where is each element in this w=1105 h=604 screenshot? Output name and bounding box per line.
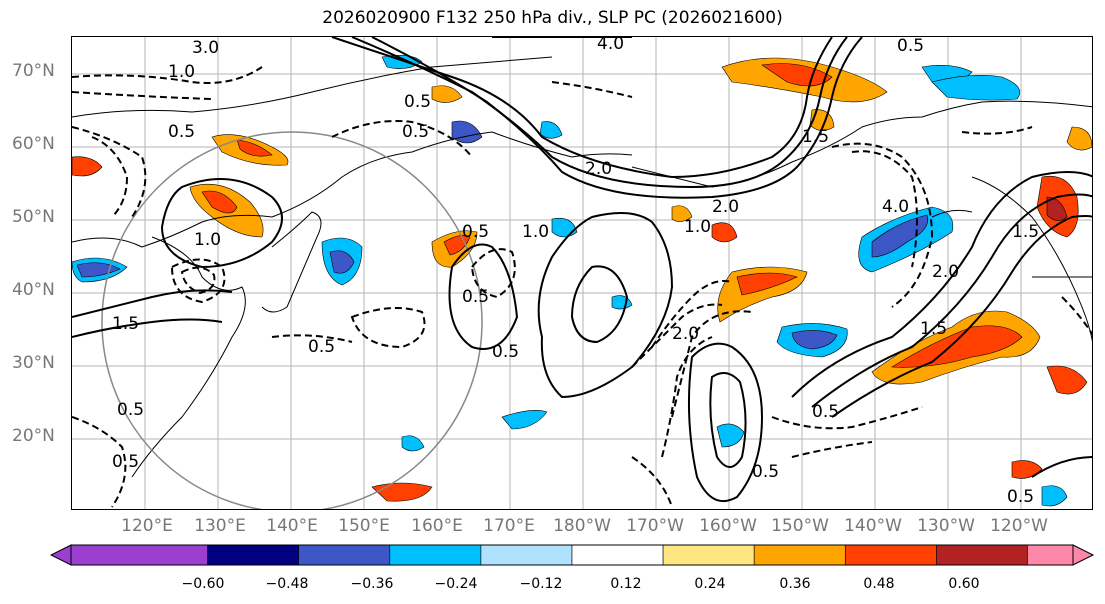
contour-label: 1.0	[168, 62, 195, 82]
colorbar-tick-label: 0.12	[610, 576, 642, 592]
colorbar-tick-label: −0.36	[350, 576, 394, 592]
lat-label-40n: 40°N	[12, 280, 55, 300]
lon-label: 120°W	[990, 516, 1048, 536]
contour-label: 2.0	[932, 262, 959, 282]
contour-label: 0.5	[308, 337, 335, 357]
lon-label: 130°W	[917, 516, 975, 536]
colorbar-extend-low	[50, 544, 72, 566]
contour-label: 1.5	[112, 314, 139, 334]
map-panel: 4.0 0.5 3.0 1.0 2.0 0.5 0.5 0.5 0.5 1.0 …	[71, 36, 1093, 510]
lat-label-20n: 20°N	[12, 426, 55, 446]
colorbar-tick-label: 0.36	[779, 576, 811, 592]
contour-label: 2.0	[712, 197, 739, 217]
colorbar-cell	[298, 544, 391, 566]
contour-label: 1.5	[802, 127, 829, 147]
lon-label: 140°W	[844, 516, 902, 536]
contour-label: 4.0	[882, 197, 909, 217]
contour-label-group: 4.0 0.5 3.0 1.0 2.0 0.5 0.5 0.5 0.5 1.0 …	[112, 37, 1039, 507]
lat-label-30n: 30°N	[12, 353, 55, 373]
colorbar-tick-label: 0.24	[694, 576, 726, 592]
lon-label: 130°E	[194, 516, 246, 536]
colorbar-cell	[662, 544, 755, 566]
colorbar	[50, 544, 1095, 566]
slp-positive-contours	[72, 37, 1092, 502]
colorbar-extend-high	[1072, 544, 1094, 566]
contour-label: 0.5	[404, 92, 431, 112]
contour-label: 0.5	[112, 452, 139, 472]
colorbar-tick-label: −0.48	[265, 576, 309, 592]
contour-label: 1.0	[684, 217, 711, 237]
lon-label: 180°W	[553, 516, 611, 536]
contour-label: 2.0	[585, 159, 612, 179]
colorbar-cell	[936, 544, 1028, 566]
contour-label: 0.5	[117, 400, 144, 420]
colorbar-tick-label: −0.24	[434, 576, 478, 592]
contour-label: 3.0	[192, 38, 219, 58]
colorbar-outline-right	[1072, 544, 1095, 566]
lat-label-70n: 70°N	[12, 61, 55, 81]
contour-label: 2.0	[672, 324, 699, 344]
colorbar-cell	[389, 544, 482, 566]
map-canvas: 4.0 0.5 3.0 1.0 2.0 0.5 0.5 0.5 0.5 1.0 …	[72, 37, 1092, 509]
lon-label: 170°W	[626, 516, 684, 536]
contour-label: 0.5	[462, 287, 489, 307]
contour-label: 1.5	[1012, 222, 1039, 242]
colorbar-tick-label: −0.60	[181, 576, 225, 592]
contour-label: 1.0	[194, 230, 221, 250]
contour-label: 0.5	[462, 222, 489, 242]
colorbar-cell	[753, 544, 846, 566]
contour-label: 0.5	[402, 122, 429, 142]
colorbar-cell	[844, 544, 937, 566]
lon-label: 170°E	[483, 516, 535, 536]
colorbar-tick-label: 0.48	[863, 576, 895, 592]
colorbar-cell	[70, 544, 208, 566]
divergence-fills	[72, 55, 1092, 507]
slp-negative-contours	[72, 66, 1092, 508]
map-title: 2026020900 F132 250 hPa div., SLP PC (20…	[322, 8, 783, 28]
contour-label: 4.0	[597, 37, 624, 54]
contour-label: 0.5	[168, 122, 195, 142]
region-circle	[101, 131, 483, 509]
colorbar-tick-label: −0.12	[519, 576, 563, 592]
colorbar-tick-label: 0.60	[948, 576, 980, 592]
lon-label: 140°E	[266, 516, 318, 536]
contour-label: 0.5	[752, 462, 779, 482]
colorbar-cell	[1027, 544, 1074, 566]
lon-label: 150°W	[771, 516, 829, 536]
lat-label-50n: 50°N	[12, 207, 55, 227]
colorbar-cell	[571, 544, 664, 566]
contour-label: 1.0	[522, 222, 549, 242]
lon-label: 160°W	[699, 516, 757, 536]
lon-label: 120°E	[121, 516, 173, 536]
contour-label: 0.5	[492, 342, 519, 362]
colorbar-cell	[207, 544, 300, 566]
contour-label: 1.5	[920, 319, 947, 339]
contour-label: 0.5	[1007, 487, 1034, 507]
lat-label-60n: 60°N	[12, 134, 55, 154]
contour-label: 0.5	[897, 37, 924, 56]
lon-label: 160°E	[411, 516, 463, 536]
graticule	[72, 37, 1092, 509]
contour-label: 0.5	[812, 402, 839, 422]
colorbar-cell	[480, 544, 573, 566]
lon-label: 150°E	[338, 516, 390, 536]
